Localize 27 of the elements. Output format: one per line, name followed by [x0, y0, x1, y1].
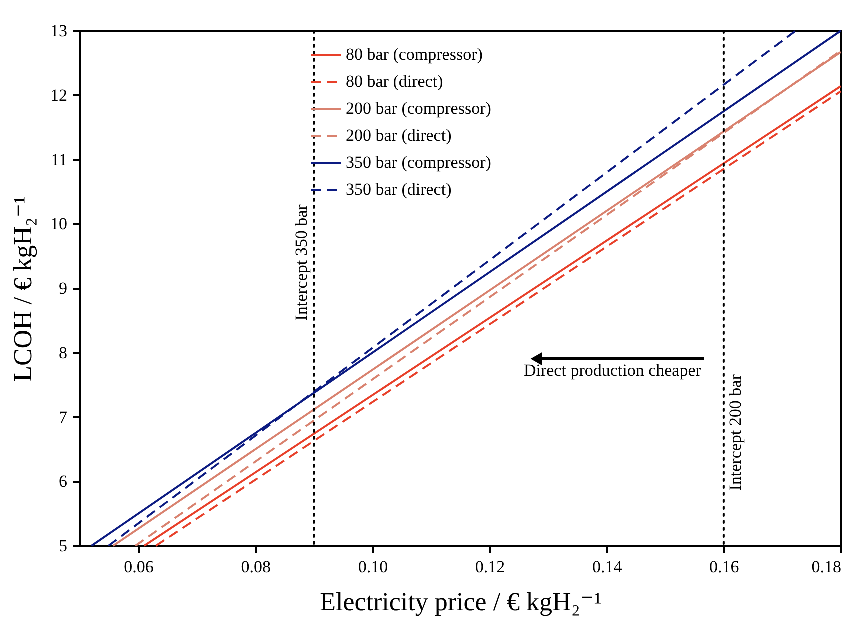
y-axis-title: LCOH / € kgH₂⁻¹: [8, 196, 38, 382]
x-tick-label: 0.14: [592, 558, 623, 576]
x-tick-label: 0.10: [358, 558, 388, 576]
x-tick-label: 0.18: [812, 558, 842, 576]
ref-line-label: Intercept 350 bar: [292, 204, 312, 321]
x-tick-label: 0.16: [710, 558, 740, 576]
y-tick-label: 10: [50, 214, 68, 234]
y-tick-label: 9: [59, 279, 68, 298]
x-tick-label: 0.08: [241, 558, 271, 576]
legend-label: 350 bar (compressor): [346, 153, 492, 172]
y-tick-label: 12: [50, 86, 68, 105]
x-axis-title: Electricity price / € kgH₂⁻¹: [320, 588, 602, 616]
y-tick-label: 8: [59, 343, 68, 362]
legend-label: 80 bar (compressor): [346, 45, 483, 64]
annotation: Direct production cheaper: [524, 360, 702, 380]
legend-label: 200 bar (compressor): [346, 99, 492, 118]
x-tick-label: 0.12: [475, 558, 506, 576]
ref-line-label: Intercept 200 bar: [726, 374, 745, 491]
legend-label: 80 bar (direct): [346, 72, 444, 91]
y-tick-label: 5: [59, 536, 68, 556]
y-tick-label: 7: [59, 408, 68, 427]
y-tick-label: 6: [59, 472, 68, 492]
x-tick-label: 0.06: [124, 558, 154, 576]
legend-label: 350 bar (direct): [346, 180, 452, 199]
y-tick-label: 11: [51, 150, 68, 170]
y-tick-label: 13: [50, 22, 68, 40]
legend-label: 200 bar (direct): [346, 126, 452, 145]
